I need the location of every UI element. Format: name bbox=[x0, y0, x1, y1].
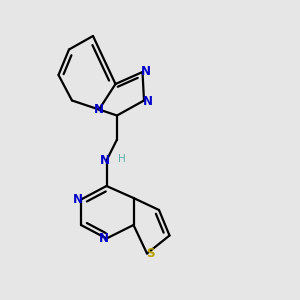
Text: N: N bbox=[73, 193, 83, 206]
Text: N: N bbox=[99, 232, 109, 245]
Text: N: N bbox=[93, 103, 103, 116]
Text: N: N bbox=[142, 94, 153, 108]
Text: S: S bbox=[146, 247, 154, 260]
Text: H: H bbox=[118, 154, 125, 164]
Text: N: N bbox=[100, 154, 110, 167]
Text: N: N bbox=[140, 65, 151, 78]
